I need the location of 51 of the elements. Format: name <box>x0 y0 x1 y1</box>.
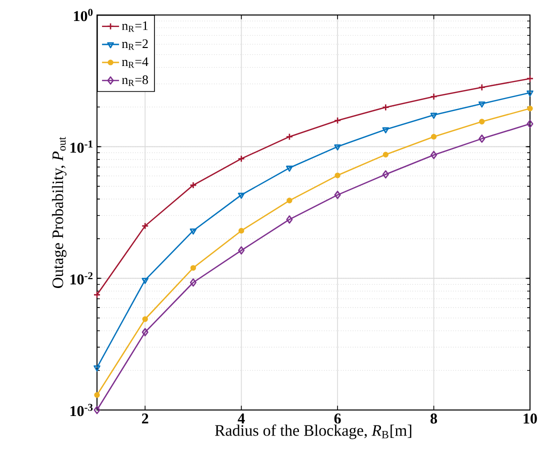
point <box>382 127 390 134</box>
point <box>478 134 486 143</box>
legend-label: n$_{R}$=1 <box>122 21 148 32</box>
point <box>286 166 293 172</box>
point <box>142 278 149 284</box>
point <box>430 112 438 119</box>
y-tick-label: 10$^{-3}$ <box>70 404 93 416</box>
x-axis-title: Radius of the Blockage, R$_{B}$[m] <box>215 424 412 440</box>
point <box>334 116 342 124</box>
y-tick-label: 10$^{0}$ <box>74 8 93 22</box>
point <box>190 228 197 235</box>
point <box>479 118 485 124</box>
point <box>430 134 437 140</box>
legend-label: n$_{R}$=2 <box>122 39 148 50</box>
point <box>382 104 390 111</box>
x-tick-label: 4 <box>238 414 245 424</box>
y-tick-label: 10$^{-2}$ <box>70 272 93 284</box>
point <box>142 316 148 322</box>
point <box>478 101 486 108</box>
point <box>238 246 245 255</box>
x-tick-label: 10 <box>524 414 537 424</box>
point <box>286 133 294 140</box>
point <box>430 92 438 100</box>
point <box>190 182 197 189</box>
point <box>190 278 196 287</box>
point <box>286 198 292 204</box>
point <box>238 192 245 199</box>
point <box>527 106 533 112</box>
point <box>334 190 341 200</box>
point <box>430 150 438 160</box>
point <box>141 222 149 230</box>
point <box>286 215 293 224</box>
y-tick-label: 10$^{-1}$ <box>70 140 92 153</box>
x-tick-label: 6 <box>334 414 341 424</box>
x-tick-label: 2 <box>142 414 148 424</box>
point <box>526 120 534 128</box>
point <box>478 84 486 92</box>
point <box>334 172 340 178</box>
x-tick-label: 8 <box>430 414 438 424</box>
point <box>190 265 196 271</box>
point <box>94 406 100 414</box>
point <box>238 155 245 162</box>
point <box>334 144 341 151</box>
legend-label: n$_{R}$=8 <box>122 75 148 86</box>
point <box>238 228 244 234</box>
y-axis-title: Outage Probability, P$_{out}$ <box>52 136 66 288</box>
point <box>382 152 389 158</box>
point <box>142 328 148 336</box>
legend-label: n$_{R}$=4 <box>122 57 148 68</box>
point <box>382 170 389 179</box>
point <box>94 392 100 398</box>
